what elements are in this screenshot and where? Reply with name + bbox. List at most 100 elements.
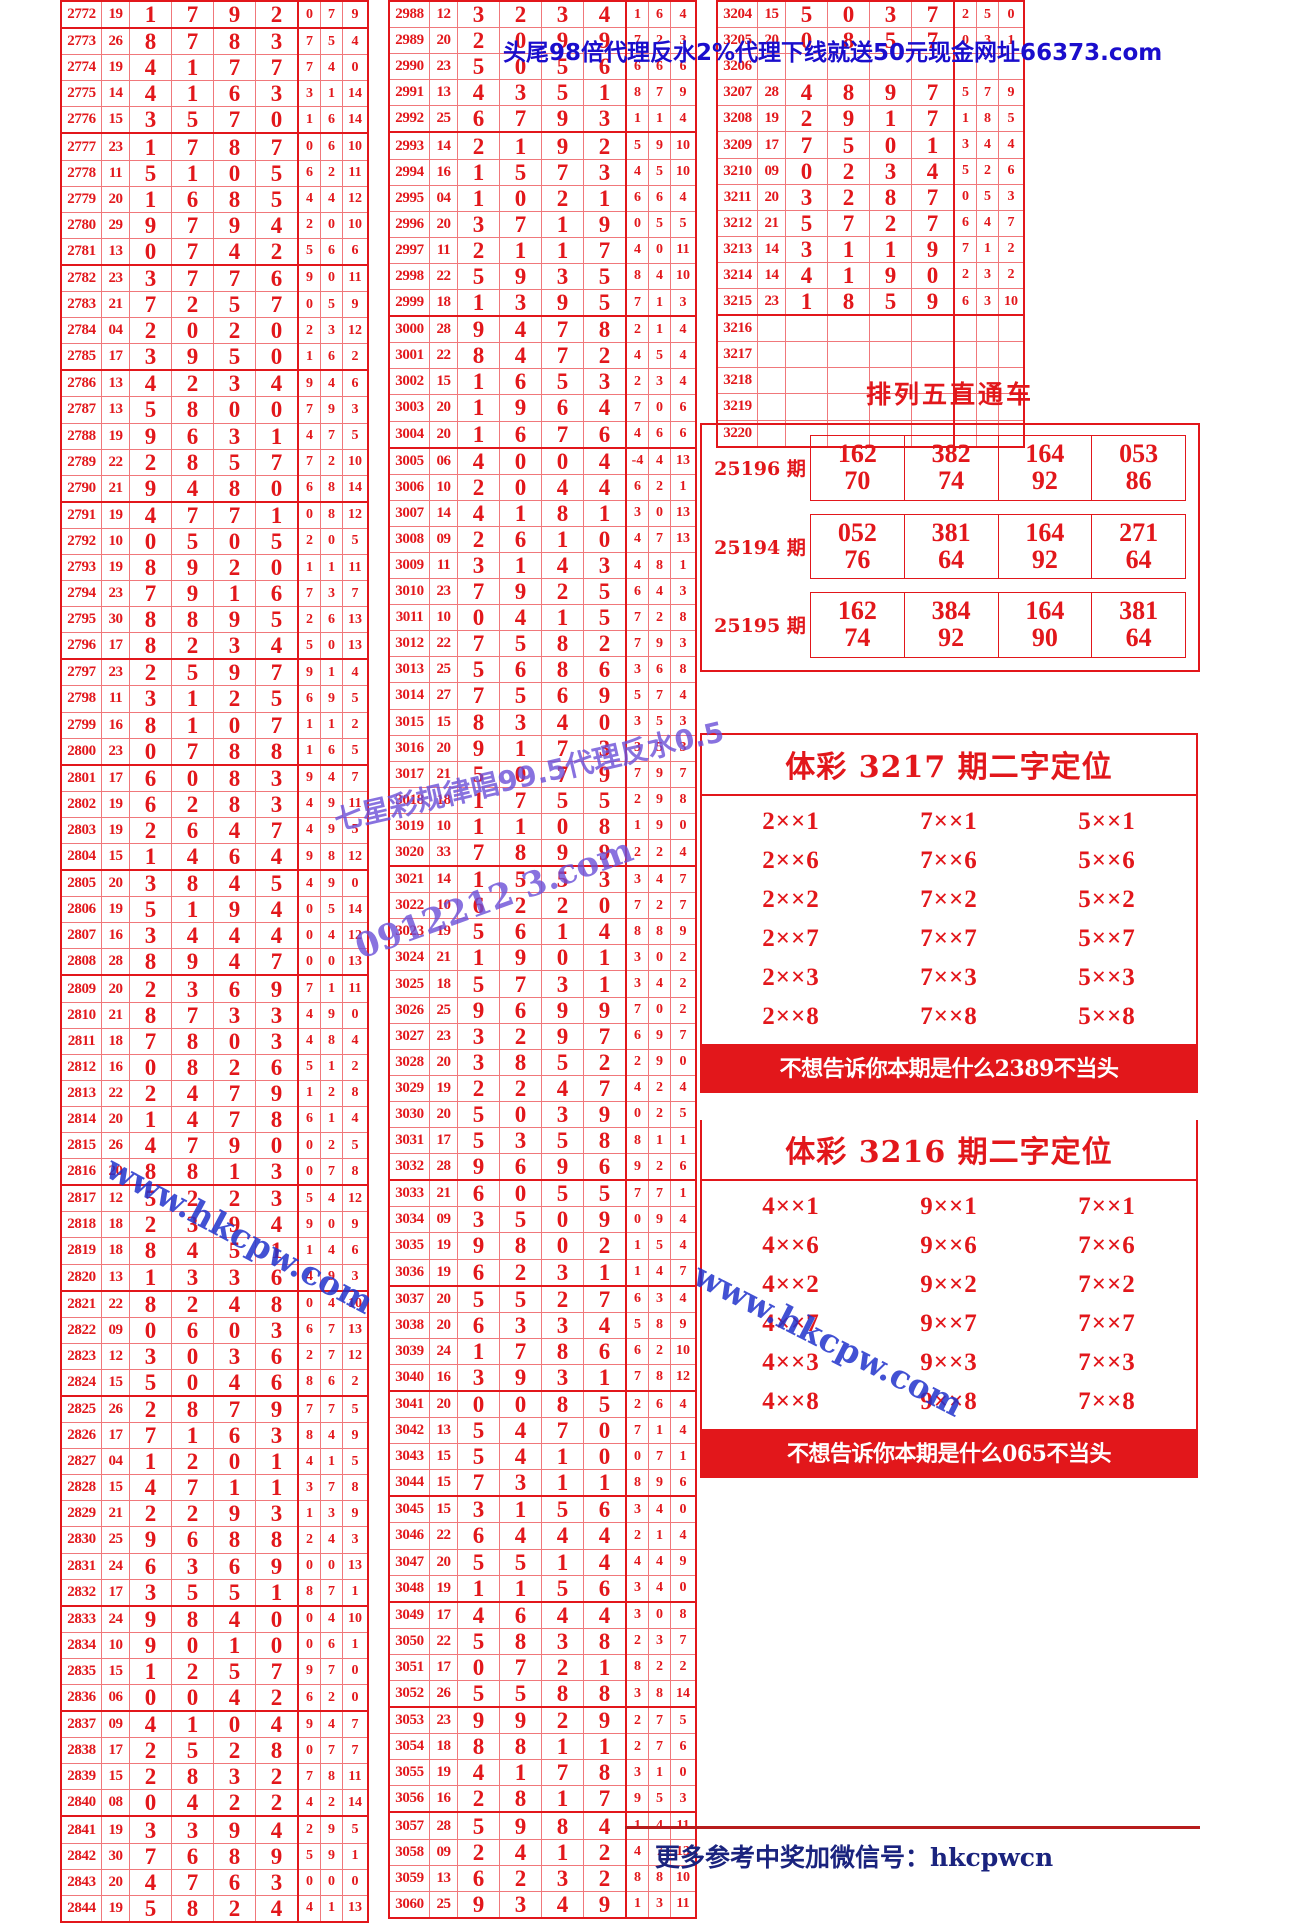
- sum-cell: 10: [429, 604, 458, 632]
- issue-cell: 3029: [388, 1074, 430, 1102]
- table-row: 2990 23 5 0 5 6 6 6 6: [388, 53, 697, 81]
- digit-cell: 0: [499, 1389, 542, 1419]
- aux-cell: 6: [648, 1389, 671, 1419]
- digit-cell: 4: [171, 474, 214, 503]
- sum-cell: 15: [101, 1368, 130, 1397]
- digit-cell: 2: [255, 1763, 299, 1791]
- digit-cell: 7: [171, 27, 214, 56]
- table-row: 2836 06 0 0 4 2 6 2 0: [60, 1684, 369, 1712]
- dingwei-item: 4××1: [762, 1192, 820, 1220]
- digit-cell: 3: [499, 1469, 542, 1497]
- history-table-3: 3204 15 5 0 3 7 2 5 0 3205 20 0 8 5 7 0 3 1 3206 3207 28 4 8 9 7…: [716, 0, 1025, 448]
- dingwei-item: 2××6: [762, 846, 820, 874]
- digit-cell: [785, 314, 828, 343]
- table-row: 2809 20 2 3 6 9 7 1 11: [60, 974, 369, 1003]
- digit-cell: 2: [583, 1838, 627, 1866]
- digit-cell: 5: [785, 209, 828, 237]
- digit-cell: 4: [541, 1600, 584, 1629]
- table-row: 3032 28 9 6 9 6 9 2 6: [388, 1153, 697, 1181]
- aux-cell: 9: [320, 685, 343, 713]
- digit-cell: 2: [499, 1258, 542, 1287]
- aux-cell: 4: [670, 184, 697, 212]
- issue-cell: 3050: [388, 1627, 430, 1655]
- digit-cell: 4: [129, 80, 172, 108]
- digit-cell: 2: [499, 1074, 542, 1102]
- digit-cell: 0: [499, 473, 542, 501]
- digit-cell: 2: [129, 658, 172, 687]
- digit-cell: 7: [171, 237, 214, 266]
- digit-cell: 2: [457, 1785, 500, 1813]
- dingwei-item: 2××3: [762, 963, 820, 991]
- issue-cell: 3048: [388, 1574, 430, 1603]
- table-row: 2790 21 9 4 8 0 6 8 14: [60, 474, 369, 503]
- sum-cell: 22: [429, 630, 458, 658]
- table-row: 2800 23 0 7 8 8 1 6 5: [60, 737, 369, 766]
- issue-cell: 3030: [388, 1100, 430, 1129]
- aux-cell: 0: [953, 27, 977, 55]
- digit-cell: 4: [541, 708, 584, 736]
- table-row: 2831 24 6 3 6 9 0 0 13: [60, 1552, 369, 1580]
- digit-cell: 8: [213, 737, 256, 766]
- digit-cell: 3: [541, 1100, 584, 1129]
- issue-cell: 3219: [716, 393, 758, 421]
- aux-cell: 9: [342, 1422, 369, 1450]
- aux-cell: 0: [297, 1631, 321, 1659]
- sum-cell: 23: [101, 658, 130, 687]
- digit-cell: 3: [583, 551, 627, 580]
- aux-cell: 4: [297, 869, 321, 898]
- digit-cell: 0: [129, 237, 172, 266]
- sum-cell: 28: [429, 1153, 458, 1181]
- sum-cell: [757, 341, 786, 369]
- sum-cell: 22: [429, 1627, 458, 1655]
- issue-cell: 2840: [60, 1789, 102, 1817]
- aux-cell: 8: [297, 1422, 321, 1450]
- aux-cell: 0: [648, 394, 671, 422]
- digit-cell: 9: [255, 974, 299, 1003]
- digit-cell: 5: [457, 1443, 500, 1471]
- digit-cell: 2: [827, 157, 870, 185]
- digit-cell: 6: [255, 263, 299, 293]
- table-row: 3005 06 4 0 0 4 -4 4 13: [388, 446, 697, 475]
- aux-cell: 5: [998, 105, 1025, 133]
- aux-cell: 4: [625, 1548, 649, 1576]
- digit-cell: 3: [213, 369, 256, 398]
- digit-cell: 2: [457, 27, 500, 55]
- digit-cell: 1: [457, 865, 500, 894]
- digit-cell: 3: [255, 80, 299, 108]
- issue-cell: 2830: [60, 1526, 102, 1554]
- aux-cell: 1: [297, 553, 321, 582]
- digit-cell: 8: [129, 632, 172, 660]
- aux-cell: 4: [648, 578, 671, 606]
- aux-cell: 6: [670, 53, 697, 81]
- digit-cell: 9: [129, 474, 172, 503]
- digit-cell: 7: [171, 737, 214, 766]
- digit-cell: 1: [499, 1495, 542, 1524]
- digit-cell: 3: [869, 0, 912, 29]
- table-row: 3024 21 1 9 0 1 3 0 2: [388, 944, 697, 972]
- aux-cell: 2: [297, 317, 321, 345]
- aux-cell: 0: [297, 1868, 321, 1896]
- aux-cell: 0: [648, 944, 671, 972]
- digit-cell: 1: [255, 1237, 299, 1265]
- table-row: 2802 19 6 2 8 3 4 9 11: [60, 790, 369, 818]
- digit-cell: 1: [785, 288, 828, 316]
- digit-cell: 0: [541, 1232, 584, 1260]
- sum-cell: 09: [101, 1316, 130, 1344]
- digit-cell: 0: [129, 1684, 172, 1712]
- issue-cell: 2801: [60, 763, 102, 792]
- aux-cell: 12: [342, 500, 369, 529]
- digit-cell: 1: [583, 1469, 627, 1497]
- digit-cell: 2: [457, 131, 500, 160]
- digit-cell: 4: [255, 1894, 299, 1923]
- digit-cell: 8: [255, 737, 299, 766]
- digit-cell: [911, 53, 955, 81]
- digit-cell: 7: [213, 263, 256, 293]
- sum-cell: 33: [429, 839, 458, 867]
- aux-cell: 0: [297, 132, 321, 161]
- aux-cell: 13: [670, 525, 697, 553]
- digit-cell: 4: [255, 632, 299, 660]
- aux-cell: 5: [648, 342, 671, 370]
- dingwei-item: 7××3: [1078, 1348, 1136, 1376]
- digit-cell: 7: [171, 0, 214, 29]
- sum-cell: 30: [101, 606, 130, 634]
